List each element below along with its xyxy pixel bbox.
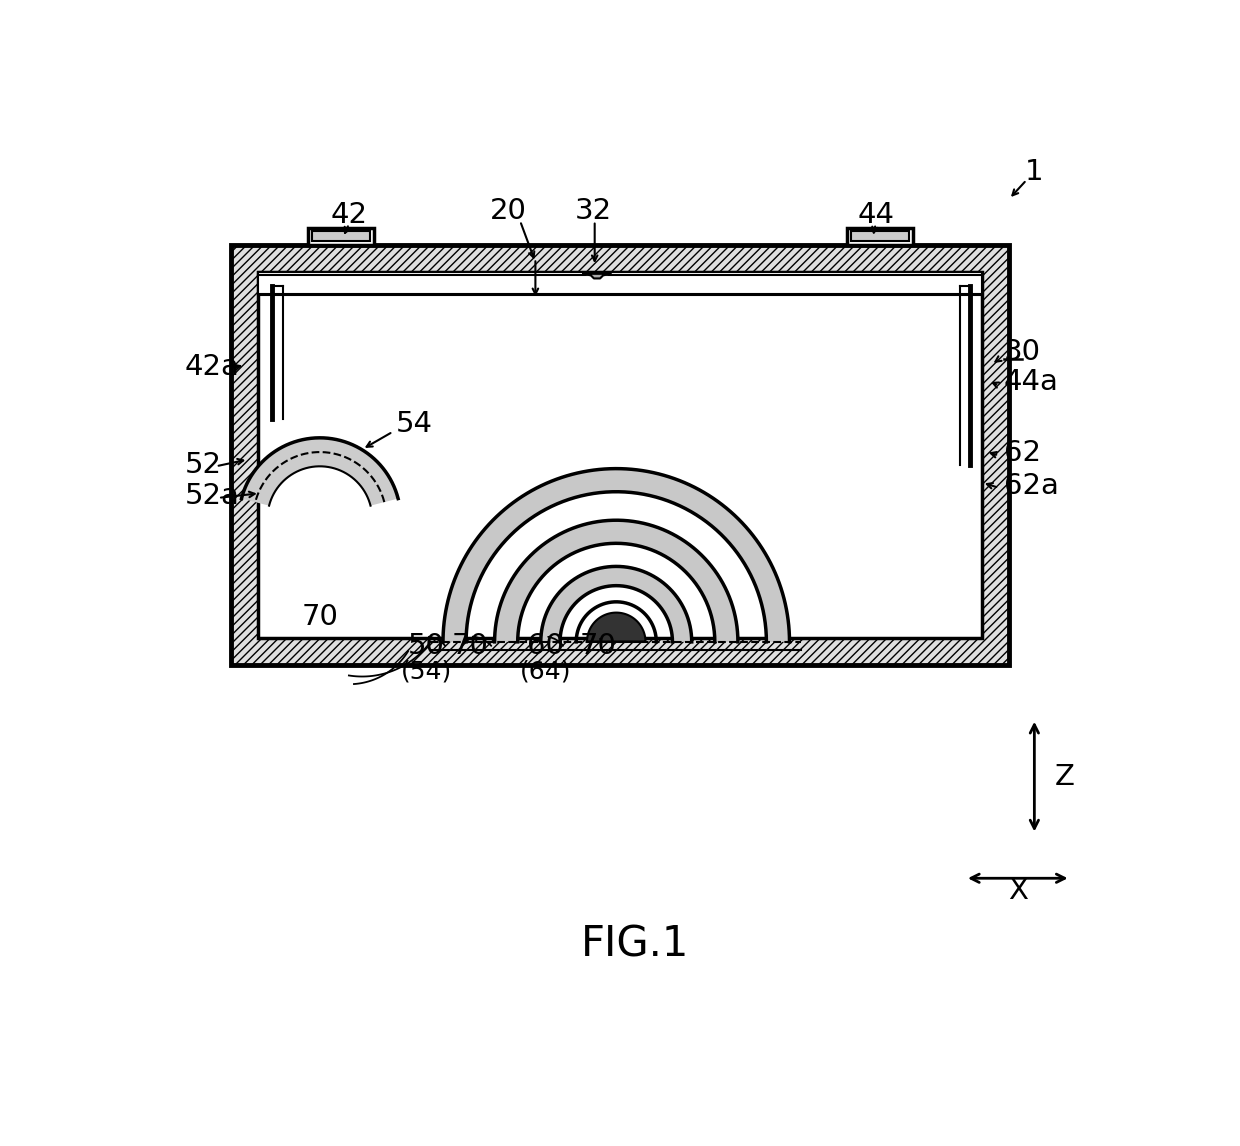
- Text: 44a: 44a: [1003, 368, 1059, 397]
- Text: 1: 1: [1025, 158, 1044, 186]
- Text: Z: Z: [1055, 762, 1075, 791]
- Polygon shape: [587, 613, 646, 642]
- Text: 30: 30: [1003, 338, 1040, 366]
- Polygon shape: [242, 438, 398, 505]
- Bar: [231, 245, 1009, 273]
- Text: FIG.1: FIG.1: [582, 924, 689, 965]
- Bar: [309, 228, 373, 245]
- Bar: [312, 230, 370, 242]
- Bar: [231, 245, 1009, 665]
- Text: 54: 54: [396, 410, 433, 438]
- Text: 20: 20: [490, 197, 527, 226]
- Text: 60: 60: [527, 631, 564, 660]
- Text: 70: 70: [451, 631, 489, 660]
- Bar: [851, 230, 909, 242]
- Text: 32: 32: [574, 197, 611, 226]
- Polygon shape: [495, 520, 738, 642]
- Bar: [258, 273, 982, 638]
- Text: 52: 52: [185, 450, 222, 479]
- Bar: [982, 245, 1009, 665]
- Text: 52a: 52a: [185, 482, 239, 510]
- Polygon shape: [443, 469, 790, 642]
- Text: X: X: [1008, 877, 1028, 904]
- Bar: [231, 245, 258, 665]
- Bar: [258, 273, 982, 296]
- Text: 44: 44: [857, 201, 894, 228]
- Text: 62a: 62a: [1003, 471, 1059, 500]
- Text: 42: 42: [331, 201, 367, 228]
- Bar: [231, 638, 1009, 665]
- Bar: [847, 228, 913, 245]
- Polygon shape: [583, 274, 611, 278]
- Text: 50: 50: [408, 631, 444, 660]
- Polygon shape: [541, 566, 692, 642]
- Text: 42a: 42a: [185, 353, 239, 380]
- Text: (54): (54): [401, 659, 451, 683]
- Text: (64): (64): [520, 659, 572, 683]
- Text: 70: 70: [301, 603, 339, 631]
- Text: 62: 62: [1003, 439, 1040, 468]
- Text: 70: 70: [580, 631, 618, 660]
